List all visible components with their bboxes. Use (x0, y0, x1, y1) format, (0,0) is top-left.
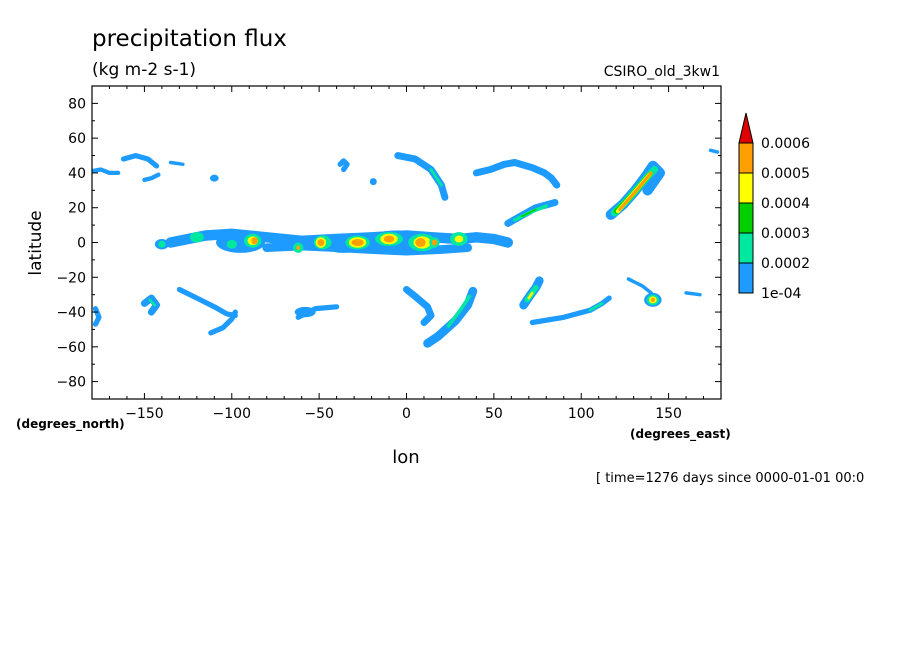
contour-band (446, 294, 472, 328)
contour-band (618, 171, 653, 212)
contour-blob (226, 239, 238, 249)
contour-band (208, 309, 238, 336)
contour-blob (369, 178, 377, 186)
contour-band (92, 306, 102, 327)
contour-blob (189, 232, 204, 243)
colorbar-swatch (738, 262, 754, 294)
contour-band (92, 167, 121, 176)
contour-band (708, 148, 720, 154)
contour-band (120, 153, 160, 169)
x-axis: −150 −100 −50 0 50 100 150 (91, 86, 722, 422)
colorbar-label: 0.0002 (761, 256, 810, 272)
y-tick-label: −60 (56, 340, 86, 356)
contour-band (520, 208, 537, 218)
colorbar-swatch (738, 172, 754, 204)
x-tick-label: 100 (568, 406, 595, 422)
contour-band (529, 295, 612, 326)
y-tick-label: −80 (56, 375, 86, 391)
contour-band (588, 302, 604, 312)
y-tick-label: −40 (56, 305, 86, 321)
y-tick-label: 80 (68, 96, 86, 112)
contour-band (429, 168, 443, 187)
contour-blob (454, 235, 464, 243)
contour-blob (209, 174, 219, 182)
contour-blob (317, 239, 325, 246)
y-tick-label: 60 (68, 131, 86, 147)
colorbar-label: 0.0005 (761, 166, 810, 182)
contour-band (176, 286, 238, 319)
y-tick-label: 40 (68, 166, 86, 182)
contour-band (148, 298, 157, 307)
contour-band (626, 277, 653, 295)
colorbar-label: 1e-04 (761, 286, 801, 302)
chart-title: precipitation flux (92, 26, 287, 52)
x-tick-label: 0 (402, 406, 411, 422)
colorbar-legend: 0.0006 0.0005 0.0004 0.0003 0.0002 1e-04 (738, 112, 810, 302)
contour-band (403, 286, 435, 326)
contour-blob (251, 237, 258, 245)
contour-band (423, 286, 478, 348)
contour-band (684, 291, 702, 297)
x-tick-label: 50 (485, 406, 503, 422)
contour-blob (431, 239, 438, 246)
colorbar-arrow (738, 112, 754, 144)
chart-subtitle: (kg m-2 s-1) (92, 60, 196, 80)
contour-blob (383, 235, 395, 243)
y-tick-label: 20 (68, 201, 86, 217)
contour-band (142, 172, 161, 183)
y-axis-units: (degrees_north) (16, 417, 125, 432)
contour-blob (158, 240, 166, 248)
contour-band (168, 160, 185, 167)
colorbar-swatch (738, 142, 754, 174)
contour-band (337, 158, 350, 173)
colorbar-label: 0.0004 (761, 196, 810, 212)
contour-blob (415, 238, 426, 247)
contour-band (527, 291, 534, 300)
dataset-label: CSIRO_old_3kw1 (604, 64, 720, 80)
x-tick-label: −150 (125, 406, 163, 422)
x-axis-units: (degrees_east) (630, 427, 731, 442)
y-axis: 80 60 40 20 0 −20 −40 −60 −80 (56, 85, 721, 400)
time-note: [ time=1276 days since 0000-01-01 00:0 (596, 471, 864, 486)
x-axis-label: lon (392, 447, 419, 468)
y-tick-label: 0 (77, 236, 86, 252)
contour-blob (650, 297, 655, 302)
contour-band (394, 152, 449, 201)
colorbar-label: 0.0006 (761, 136, 810, 152)
y-axis-label: latitude (26, 210, 46, 275)
contour-band (140, 294, 161, 316)
contour-blob (296, 245, 300, 251)
contour-blob (351, 239, 364, 246)
y-tick-label: −20 (56, 270, 86, 286)
x-tick-label: −100 (213, 406, 251, 422)
precipitation-contours (92, 148, 720, 348)
colorbar-label: 0.0003 (761, 226, 810, 242)
contour-band (295, 304, 340, 320)
x-tick-label: −50 (304, 406, 334, 422)
colorbar-swatch (738, 232, 754, 264)
x-tick-label: 150 (655, 406, 682, 422)
contour-band (472, 159, 561, 189)
colorbar-swatch (738, 202, 754, 234)
